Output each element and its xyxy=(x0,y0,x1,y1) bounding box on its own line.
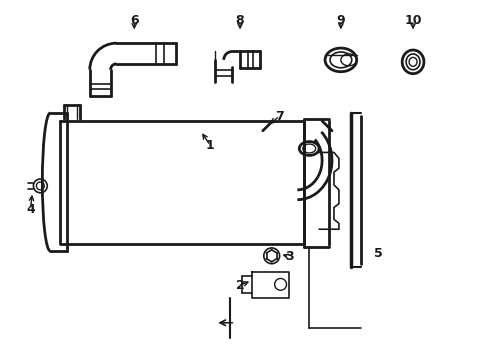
Text: 2: 2 xyxy=(235,279,244,292)
Text: 5: 5 xyxy=(373,247,382,260)
Text: 6: 6 xyxy=(130,14,138,27)
Text: 7: 7 xyxy=(275,109,284,122)
Text: 4: 4 xyxy=(26,203,35,216)
Text: 1: 1 xyxy=(205,139,214,152)
Text: 9: 9 xyxy=(336,14,345,27)
Text: 10: 10 xyxy=(404,14,421,27)
Text: 8: 8 xyxy=(235,14,244,27)
Text: 3: 3 xyxy=(285,250,293,263)
